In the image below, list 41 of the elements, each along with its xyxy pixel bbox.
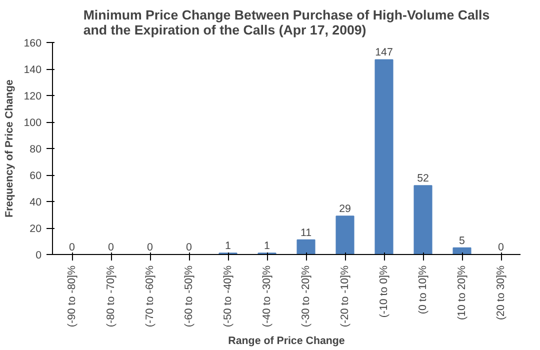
bar (296, 239, 316, 254)
y-tick-label: 160 (24, 38, 42, 50)
x-tick-label: (0 to 10]% (417, 264, 429, 314)
bar (336, 216, 354, 254)
y-tick-label: 140 (24, 64, 42, 76)
y-tick-label: 60 (30, 170, 42, 182)
data-label: 5 (459, 234, 466, 247)
x-tick-label: (-30 to -20]% (300, 264, 312, 328)
data-label: 0 (186, 242, 192, 254)
y-tick-label: 20 (30, 223, 42, 235)
y-tick-label: 0 (36, 250, 42, 262)
x-tick-label: (-60 to -50]% (183, 264, 195, 328)
data-label: 0 (498, 242, 504, 254)
chart-title: Minimum Price Change Between Purchase of High-Volume Calls and the Expiration of the Calls (Apr 17, 2009) (83, 8, 490, 38)
x-tick-label: (-90 to -80]% (66, 264, 78, 328)
x-tick-label: (-80 to -70]% (105, 264, 117, 328)
y-tick-label: 100 (24, 117, 42, 129)
data-label: 52 (417, 172, 429, 185)
data-label: 11 (300, 226, 312, 239)
data-label: 147 (375, 46, 393, 59)
data-label: 1 (264, 240, 270, 252)
x-tick-label: (-50 to -40]% (222, 264, 234, 328)
data-label: 0 (69, 242, 76, 254)
x-tick-label: (-40 to -30]% (261, 264, 273, 328)
bar (414, 185, 432, 254)
y-tick-label: 80 (30, 144, 42, 156)
data-label: 1 (225, 240, 232, 252)
y-axis-title: Frequency of Price Change (4, 79, 16, 218)
y-tick-label: 120 (24, 90, 42, 102)
bar (452, 247, 472, 254)
x-axis-title: Range of Price Change (228, 335, 345, 348)
x-tick-label: (-20 to -10]% (339, 264, 351, 328)
x-tick-label: (20 to 30]% (495, 264, 507, 320)
y-tick-label: 40 (30, 196, 42, 208)
data-label: 0 (108, 242, 114, 254)
x-tick-label: (-70 to -60]% (144, 264, 156, 328)
data-label: 0 (147, 242, 154, 254)
data-label: 29 (339, 203, 351, 216)
x-tick-label: (-10 to 0]% (378, 264, 390, 318)
bar (374, 59, 394, 254)
x-tick-label: (10 to 20]% (456, 264, 468, 320)
